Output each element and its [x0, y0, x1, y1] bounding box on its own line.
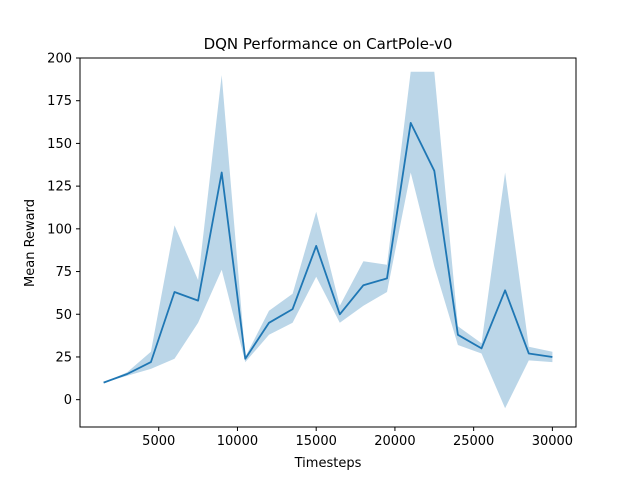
y-axis-title: Mean Reward: [23, 199, 38, 287]
y-tick-label: 125: [47, 180, 72, 195]
y-axis: 0 25 50 75 100 125 150 175 200: [47, 52, 80, 408]
y-tick-label: 25: [55, 350, 72, 365]
y-tick-label: 200: [47, 52, 72, 67]
x-axis: 5000 10000 15000 20000 25000 30000: [142, 427, 573, 449]
x-tick-label: 5000: [142, 434, 175, 449]
y-tick-label: 150: [47, 137, 72, 152]
y-tick-label: 50: [55, 308, 72, 323]
y-tick-label: 175: [47, 94, 72, 109]
plot-frame: [79, 57, 577, 428]
x-tick-label: 10000: [217, 434, 258, 449]
x-tick-label: 25000: [453, 434, 494, 449]
y-tick-label: 100: [47, 222, 72, 237]
y-tick-label: 0: [64, 393, 72, 408]
x-tick-label: 20000: [374, 434, 415, 449]
series-0-line: [103, 122, 553, 384]
x-tick-label: 30000: [532, 434, 573, 449]
chart-title: DQN Performance on CartPole-v0: [204, 35, 453, 53]
plot-area: [103, 71, 553, 409]
series-0-band: [103, 71, 553, 409]
x-tick-label: 15000: [296, 434, 337, 449]
y-tick-label: 75: [55, 265, 72, 280]
x-axis-title: Timesteps: [294, 456, 362, 471]
